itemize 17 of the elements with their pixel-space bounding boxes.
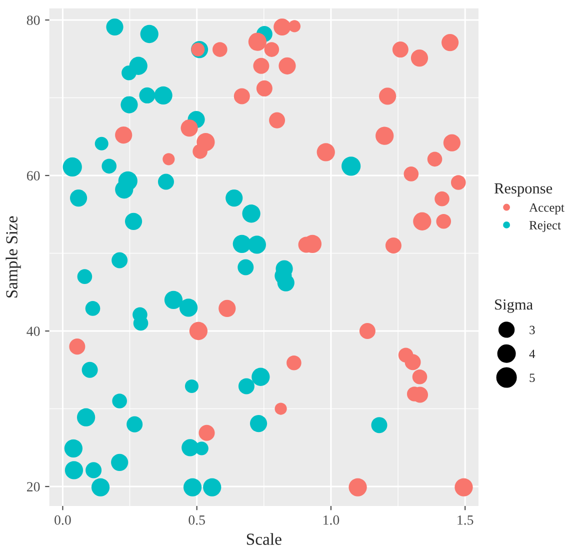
- text: Sigma: [495, 299, 533, 313]
- x-axis-title: Scale: [246, 533, 282, 545]
- y-tick-label: 60: [26, 171, 40, 180]
- x-tick-label: 1.0: [324, 515, 340, 525]
- legend-label: 3: [530, 326, 535, 334]
- y-axis-title: Sample Size: [6, 216, 21, 298]
- y-tick-label: 40: [26, 326, 40, 336]
- x-tick-label: 0.0: [54, 515, 71, 525]
- x-tick-label: 0.5: [188, 515, 205, 525]
- x-tick-label: 1.5: [458, 515, 474, 525]
- legend-label: Reject: [529, 221, 561, 232]
- legend-title: Response: [494, 183, 552, 197]
- y-tick-label: 80: [26, 16, 40, 25]
- legend-label: Accept: [529, 203, 564, 214]
- legend-label: 4: [529, 350, 536, 358]
- y-tick-label: 20: [26, 482, 40, 492]
- legend-label: 5: [530, 374, 535, 382]
